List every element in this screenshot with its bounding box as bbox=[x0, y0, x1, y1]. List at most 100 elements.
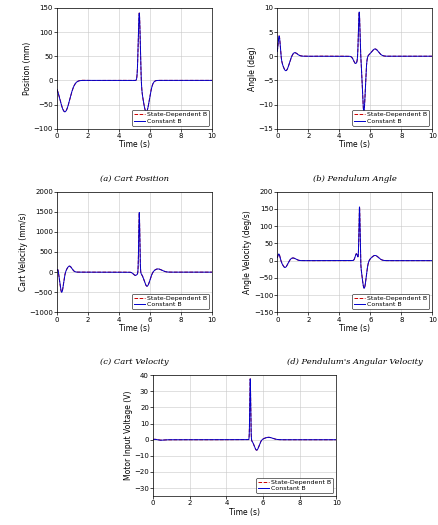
Constant B bbox=[356, 204, 361, 210]
State-Dependent B bbox=[59, 289, 64, 295]
Constant B bbox=[155, 266, 160, 272]
State-Dependent B bbox=[82, 77, 88, 83]
State-Dependent B bbox=[367, 50, 372, 56]
Constant B bbox=[375, 254, 380, 260]
Constant B bbox=[136, 209, 141, 216]
Constant B bbox=[209, 269, 214, 275]
Y-axis label: Cart Velocity (mm/s): Cart Velocity (mm/s) bbox=[18, 213, 28, 291]
Constant B bbox=[147, 276, 152, 282]
Constant B bbox=[300, 437, 306, 443]
X-axis label: Time (s): Time (s) bbox=[339, 324, 370, 333]
Constant B bbox=[54, 86, 60, 92]
State-Dependent B bbox=[209, 269, 214, 275]
Line: State-Dependent B: State-Dependent B bbox=[57, 13, 212, 112]
Constant B bbox=[155, 77, 160, 83]
Constant B bbox=[274, 255, 279, 261]
Constant B bbox=[136, 10, 141, 16]
State-Dependent B bbox=[360, 109, 366, 115]
Constant B bbox=[59, 289, 64, 296]
Constant B bbox=[254, 447, 259, 453]
Constant B bbox=[367, 256, 372, 262]
State-Dependent B bbox=[155, 266, 160, 272]
Line: Constant B: Constant B bbox=[57, 13, 212, 112]
State-Dependent B bbox=[401, 53, 406, 59]
Line: Constant B: Constant B bbox=[277, 12, 431, 112]
State-Dependent B bbox=[429, 257, 434, 264]
Constant B bbox=[113, 269, 119, 275]
Line: Constant B: Constant B bbox=[153, 379, 336, 450]
State-Dependent B bbox=[147, 92, 152, 98]
State-Dependent B bbox=[286, 437, 292, 443]
Y-axis label: Motor Input Voltage (V): Motor Input Voltage (V) bbox=[124, 391, 132, 480]
Line: Constant B: Constant B bbox=[277, 207, 431, 288]
State-Dependent B bbox=[113, 269, 119, 275]
State-Dependent B bbox=[367, 256, 372, 262]
X-axis label: Time (s): Time (s) bbox=[229, 508, 260, 517]
Line: Constant B: Constant B bbox=[57, 213, 212, 292]
Line: State-Dependent B: State-Dependent B bbox=[57, 213, 212, 292]
Constant B bbox=[82, 269, 88, 275]
State-Dependent B bbox=[147, 276, 152, 282]
Constant B bbox=[367, 50, 372, 56]
Constant B bbox=[209, 77, 214, 83]
State-Dependent B bbox=[429, 53, 434, 59]
Constant B bbox=[269, 435, 274, 442]
Text: (b) Pendulum Angle: (b) Pendulum Angle bbox=[312, 175, 396, 183]
State-Dependent B bbox=[82, 269, 88, 275]
Constant B bbox=[389, 53, 395, 59]
State-Dependent B bbox=[54, 86, 60, 92]
Line: State-Dependent B: State-Dependent B bbox=[277, 12, 431, 112]
X-axis label: Time (s): Time (s) bbox=[339, 140, 370, 149]
Constant B bbox=[274, 48, 279, 55]
Constant B bbox=[62, 109, 67, 115]
Text: (a) Cart Position: (a) Cart Position bbox=[100, 175, 169, 183]
State-Dependent B bbox=[209, 77, 214, 83]
Constant B bbox=[184, 437, 189, 443]
Constant B bbox=[361, 285, 366, 291]
Constant B bbox=[54, 267, 60, 274]
Constant B bbox=[356, 9, 361, 15]
State-Dependent B bbox=[389, 257, 395, 264]
State-Dependent B bbox=[143, 109, 148, 115]
Constant B bbox=[170, 269, 175, 275]
State-Dependent B bbox=[150, 436, 155, 443]
Y-axis label: Angle Velocity (deg/s): Angle Velocity (deg/s) bbox=[243, 210, 252, 294]
State-Dependent B bbox=[333, 53, 339, 59]
State-Dependent B bbox=[389, 53, 395, 59]
State-Dependent B bbox=[274, 255, 279, 261]
Constant B bbox=[182, 77, 187, 83]
State-Dependent B bbox=[182, 269, 187, 275]
State-Dependent B bbox=[361, 285, 366, 291]
Constant B bbox=[260, 436, 265, 442]
State-Dependent B bbox=[356, 204, 361, 210]
State-Dependent B bbox=[170, 77, 175, 83]
State-Dependent B bbox=[113, 77, 119, 83]
Constant B bbox=[82, 77, 88, 83]
Constant B bbox=[182, 269, 187, 275]
Line: State-Dependent B: State-Dependent B bbox=[153, 379, 336, 450]
State-Dependent B bbox=[302, 53, 307, 59]
Constant B bbox=[389, 257, 395, 264]
State-Dependent B bbox=[375, 48, 380, 55]
State-Dependent B bbox=[136, 10, 141, 16]
State-Dependent B bbox=[54, 267, 60, 274]
Legend: State-Dependent B, Constant B: State-Dependent B, Constant B bbox=[132, 294, 208, 309]
State-Dependent B bbox=[300, 437, 306, 443]
Constant B bbox=[401, 257, 406, 264]
Y-axis label: Angle (deg): Angle (deg) bbox=[247, 46, 256, 91]
State-Dependent B bbox=[170, 269, 175, 275]
State-Dependent B bbox=[254, 447, 259, 453]
State-Dependent B bbox=[401, 257, 406, 264]
State-Dependent B bbox=[333, 437, 338, 443]
Constant B bbox=[247, 376, 252, 382]
State-Dependent B bbox=[182, 77, 187, 83]
Constant B bbox=[360, 109, 366, 115]
Constant B bbox=[401, 53, 406, 59]
Constant B bbox=[220, 437, 225, 443]
Constant B bbox=[375, 48, 380, 55]
Line: State-Dependent B: State-Dependent B bbox=[277, 207, 431, 288]
Constant B bbox=[333, 437, 338, 443]
State-Dependent B bbox=[184, 437, 189, 443]
Constant B bbox=[302, 53, 307, 59]
State-Dependent B bbox=[375, 254, 380, 260]
